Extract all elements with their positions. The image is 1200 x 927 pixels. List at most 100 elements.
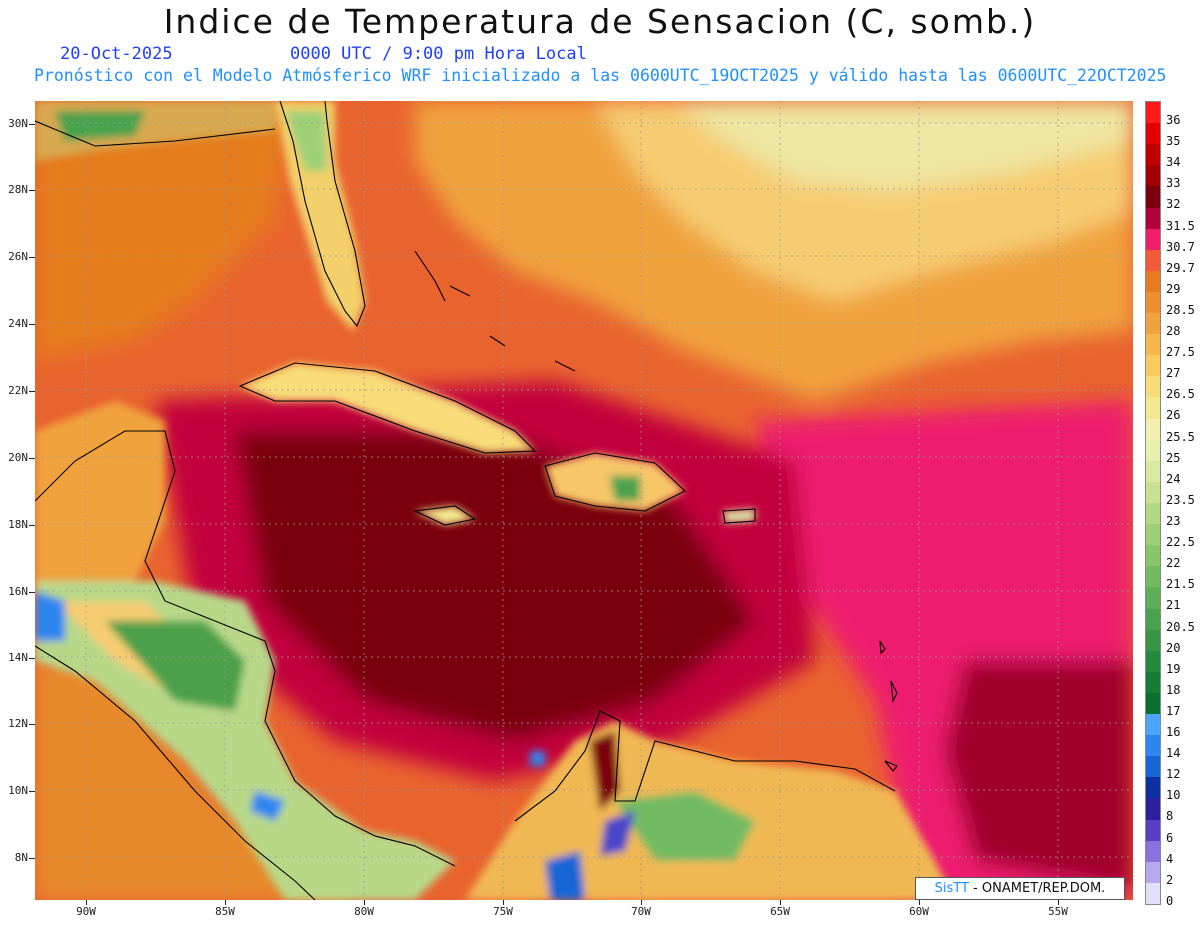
lat-tick [29,658,35,659]
colorbar-label: 10 [1166,788,1181,803]
colorbar-swatch [1146,566,1160,588]
colorbar-label: 6 [1166,830,1174,845]
lon-label: 75W [493,905,513,918]
cuba-land [240,363,535,453]
colorbar-swatch [1146,587,1160,609]
colorbar-swatch [1146,545,1160,567]
colorbar-label: 16 [1166,725,1181,740]
valid-time: 0000 UTC / 9:00 pm Hora Local [290,44,587,64]
lat-tick [29,257,35,258]
lat-label: 30N [8,117,28,130]
colorbar-label: 19 [1166,661,1181,676]
colorbar-swatch [1146,313,1160,335]
colorbar-label: 22 [1166,556,1181,571]
colorbar-swatch [1146,735,1160,757]
model-info: Pronóstico con el Modelo Atmósferico WRF… [34,66,1167,85]
colorbar-label: 20.5 [1166,619,1195,634]
colorbar [1145,101,1161,905]
gridlines [35,101,1133,900]
colorbar-label: 21.5 [1166,577,1195,592]
lat-tick [29,724,35,725]
colorbar-label: 26 [1166,408,1181,423]
colorbar-swatch [1146,460,1160,483]
lat-tick [29,791,35,792]
colorbar-label: 27.5 [1166,345,1195,360]
colorbar-swatch [1146,714,1160,736]
colorbar-label: 25.5 [1166,429,1195,444]
colorbar-swatch [1146,629,1160,652]
colorbar-label: 28.5 [1166,302,1195,317]
lon-label: 55W [1048,905,1068,918]
jamaica-land [415,506,475,525]
lat-label: 26N [8,250,28,263]
colorbar-swatch [1146,692,1160,715]
lat-label: 8N [14,851,28,864]
colorbar-swatch [1146,228,1160,251]
colorbar-swatch [1146,650,1160,673]
gulf-orange-zone [35,101,295,361]
colorbar-swatch [1146,418,1160,441]
colorbar-label: 22.5 [1166,535,1195,550]
lon-tick [919,900,920,905]
colorbar-label: 17 [1166,703,1181,718]
lat-tick [29,858,35,859]
colorbar-label: 0 [1166,893,1174,908]
valid-date: 20-Oct-2025 [60,44,173,64]
lon-label: 85W [215,905,235,918]
colorbar-label: 31.5 [1166,218,1195,233]
gulf-coast-green [55,111,145,141]
colorbar-swatch [1146,376,1160,398]
lat-label: 24N [8,317,28,330]
colorbar-label: 32 [1166,197,1181,212]
venezuela-blue [600,811,635,856]
guatemala-blue [35,591,65,641]
colorbar-label: 25 [1166,450,1181,465]
colorbar-label: 35 [1166,134,1181,149]
colorbar-swatch [1146,355,1160,377]
east-maroon-zone [945,661,1133,891]
lat-label: 14N [8,651,28,664]
colorbar-swatch [1146,439,1160,462]
colorbar-swatch [1146,270,1160,293]
coastlines [35,101,898,900]
colorbar-label: 36 [1166,112,1181,127]
costa-rica-blue [250,791,285,821]
colorbar-swatch [1146,207,1160,230]
colorbar-label: 29 [1166,281,1181,296]
colorbar-label: 12 [1166,767,1181,782]
lon-tick [86,900,87,905]
pacific-orange-zone [35,661,365,900]
florida-land [275,101,365,331]
south-america-green [615,791,755,861]
colorbar-swatch [1146,861,1160,884]
chart-title: Indice de Temperatura de Sensacion (C, s… [163,2,1037,41]
lon-label: 70W [631,905,651,918]
maracaibo-maroon [590,731,620,811]
lat-tick [29,525,35,526]
colorbar-swatch [1146,524,1160,546]
colorbar-label: 30.7 [1166,239,1195,254]
lat-tick [29,124,35,125]
colorbar-swatch [1146,840,1160,863]
colorbar-label: 20 [1166,640,1181,655]
colorbar-label: 8 [1166,809,1174,824]
andes-blue [545,851,585,900]
lon-label: 90W [76,905,96,918]
colorbar-label: 27 [1166,366,1181,381]
colorbar-swatch [1146,503,1160,525]
colorbar-swatch [1146,144,1160,166]
lat-label: 12N [8,717,28,730]
lat-tick [29,190,35,191]
lon-tick [503,900,504,905]
colombia-blue [530,751,545,766]
colorbar-swatch [1146,608,1160,631]
colorbar-label: 23 [1166,513,1181,528]
lon-label: 60W [909,905,929,918]
colorbar-swatch [1146,798,1160,821]
lat-label: 22N [8,384,28,397]
colorbar-label: 28 [1166,324,1181,339]
sistt-logo: SisTT [934,881,969,896]
colorbar-swatch [1146,334,1160,356]
colorbar-label: 29.7 [1166,260,1195,275]
yucatan-land [35,401,165,581]
